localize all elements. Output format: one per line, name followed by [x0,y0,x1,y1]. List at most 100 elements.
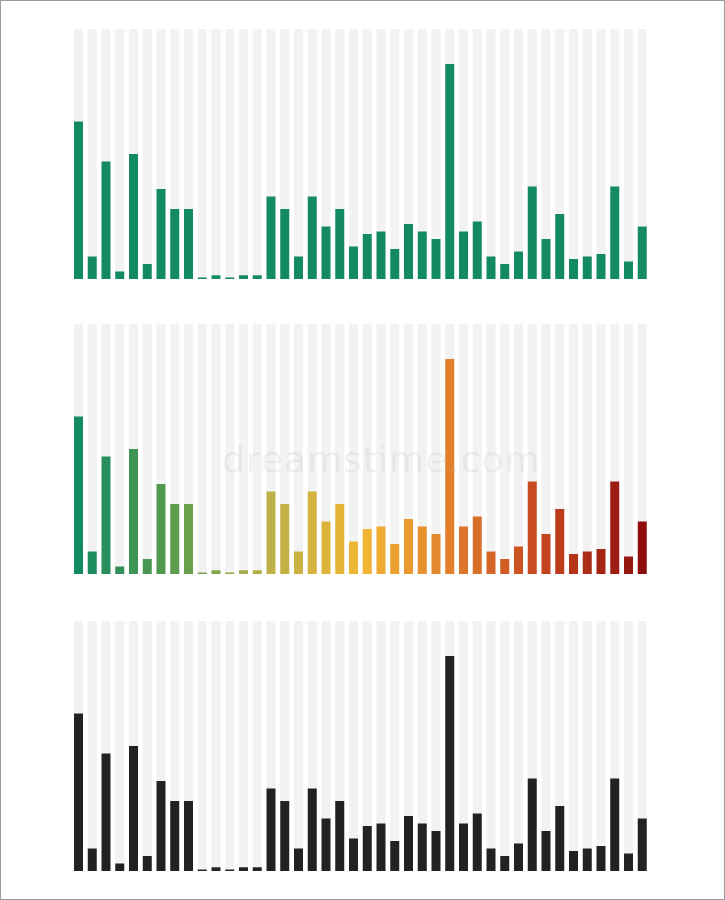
bar-track [239,324,248,574]
bar-40 [610,778,620,871]
bar-34 [527,186,537,279]
bar-track [582,324,592,574]
bar-31 [486,848,496,871]
bar-15 [266,491,276,574]
bar-26 [417,526,427,574]
bar-15 [266,788,276,871]
bar-2 [87,848,97,871]
bar-track [335,324,345,574]
bar-track [514,621,523,871]
bar-10 [197,869,207,871]
bar-13 [239,275,248,279]
bar-27 [431,831,441,871]
bar-track [266,29,276,279]
bar-track [555,29,565,279]
bar-38 [582,551,592,574]
bar-track [362,621,372,871]
bar-6 [142,856,152,871]
bar-19 [321,818,331,871]
bar-30 [472,221,482,279]
bar-41 [624,261,633,279]
bar-32 [500,559,510,574]
bar-track [87,621,97,871]
bar-18 [307,196,317,279]
bar-track [459,621,468,871]
bar-28 [445,359,455,574]
bar-track [321,29,331,279]
bar-track [624,29,633,279]
bar-track [115,621,125,871]
bar-track [252,621,262,871]
bar-7 [156,781,166,871]
bar-29 [459,231,468,279]
watermark-text: dreamstime.com [222,440,541,481]
bar-track [596,324,606,574]
bar-track [500,29,510,279]
bar-17 [294,256,303,279]
bar-track [486,621,496,871]
bar-5 [129,154,138,279]
bar-33 [514,251,523,279]
bar-track [321,621,331,871]
bar-19 [321,521,331,574]
bar-track [225,324,235,574]
bar-track [431,621,441,871]
bar-3 [101,161,111,279]
bar-14 [252,867,262,871]
bar-track [637,29,647,279]
bar-16 [280,504,290,574]
bar-32 [500,856,510,871]
bar-track [294,621,303,871]
bar-track [252,324,262,574]
bar-28 [445,656,455,871]
bar-track [555,324,565,574]
bar-track [142,621,152,871]
bar-track [486,29,496,279]
bar-26 [417,231,427,279]
bar-25 [404,224,413,279]
bar-27 [431,239,441,279]
bar-track [294,324,303,574]
bar-track [156,29,166,279]
bar-track [486,324,496,574]
bar-30 [472,516,482,574]
bar-track [637,621,647,871]
bar-33 [514,843,523,871]
bar-track [610,621,620,871]
bar-track [514,324,523,574]
bar-35 [541,239,551,279]
bar-track [225,29,235,279]
bar-track [624,324,633,574]
bar-37 [569,554,578,574]
bar-track [610,29,620,279]
bar-6 [142,264,152,279]
bar-4 [115,863,125,871]
bar-5 [129,449,138,574]
bar-20 [335,504,345,574]
bar-track [417,29,427,279]
bar-track [582,29,592,279]
bar-31 [486,551,496,574]
bar-track [541,29,551,279]
bar-18 [307,788,317,871]
bar-track [115,324,125,574]
bar-track [115,29,125,279]
bar-track [156,324,166,574]
bar-39 [596,549,606,574]
bar-track [101,324,111,574]
bar-7 [156,484,166,574]
bar-13 [239,867,248,871]
bar-29 [459,823,468,871]
bar-21 [349,541,358,574]
bar-22 [362,234,372,279]
bar-38 [582,256,592,279]
bar-track [459,324,468,574]
bar-track [349,621,358,871]
bar-track [527,621,537,871]
bar-track [184,621,193,871]
bar-track [527,29,537,279]
bar-track [307,621,317,871]
bar-track [514,29,523,279]
bar-track [170,324,180,574]
bar-track [349,324,358,574]
